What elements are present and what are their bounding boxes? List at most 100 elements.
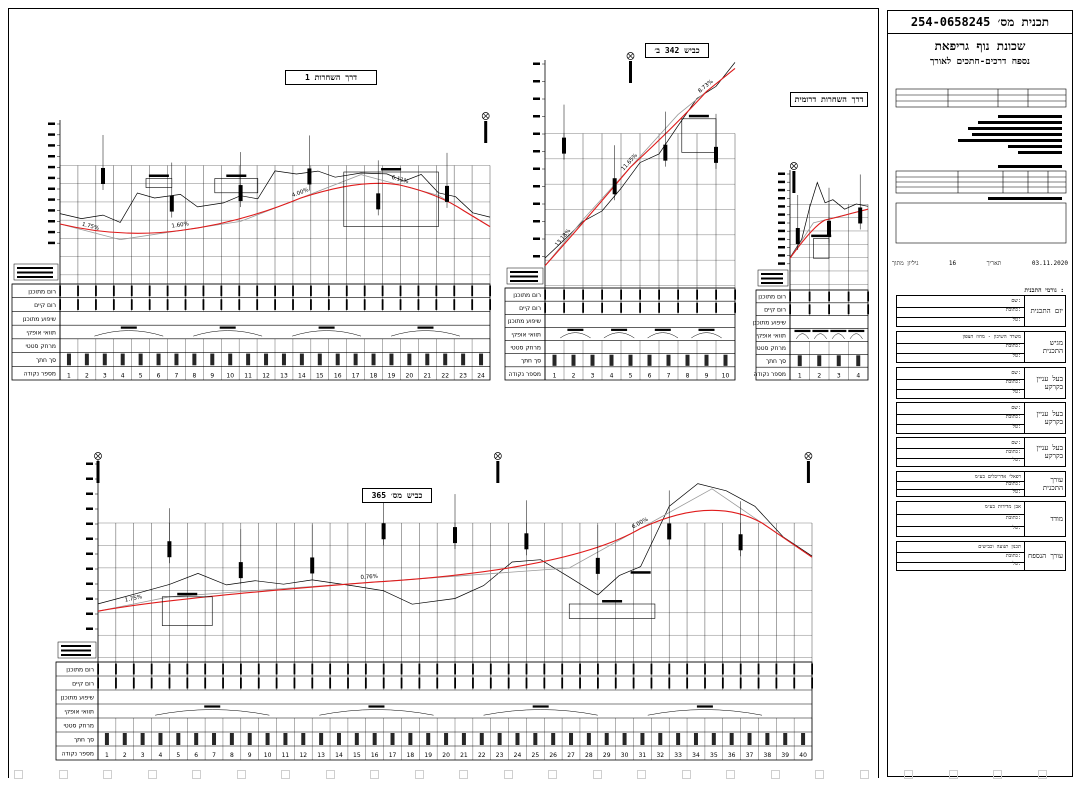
section-mark <box>265 733 270 745</box>
station-number: 2 <box>123 752 127 759</box>
axis-tick-label <box>778 229 785 233</box>
elev-design-value <box>704 663 706 675</box>
owner-block-row: כתובת: <box>1005 448 1021 455</box>
owner-block-divider <box>1024 542 1025 570</box>
station-number: 34 <box>692 752 700 759</box>
station-number: 29 <box>603 752 611 759</box>
station-number: 13 <box>280 372 288 379</box>
elev-existing-value <box>329 677 332 689</box>
elev-existing-value <box>202 299 205 310</box>
callout-text <box>376 193 381 210</box>
section-mark <box>640 733 645 745</box>
section-mark <box>389 353 394 366</box>
owner-block-label: עורך התכנית <box>1042 476 1063 492</box>
elev-design-value <box>471 285 474 297</box>
elev-design-value <box>543 663 546 675</box>
section-mark <box>479 353 484 366</box>
axis-tick-label <box>86 627 93 630</box>
elev-design-value <box>220 285 223 297</box>
station-number: 16 <box>334 372 342 379</box>
elev-design-value <box>382 663 385 675</box>
owner-block-rule <box>897 448 1025 449</box>
axis-tick-label <box>778 197 785 200</box>
existing-ground-line <box>789 181 869 258</box>
elev-design-value <box>828 291 830 302</box>
profile-1: רום מתוכנן רום קיים שיפוע מתוכנן תוואי אופק… <box>11 112 491 381</box>
date-row: גיליון מתוך 16 תאריך 03.11.2020 <box>892 260 1068 267</box>
curve-data <box>318 326 335 329</box>
axis-tick-label <box>533 150 540 153</box>
table-row-label: שיפוע מתוכנן <box>22 316 56 323</box>
owner-block-label: בעל עניין בקרקע <box>1036 444 1063 460</box>
elev-existing-value <box>579 677 581 689</box>
station-number: 17 <box>352 372 360 379</box>
owner-block-row: טל: <box>1012 525 1021 532</box>
axis-tick-label <box>48 198 55 201</box>
station-number: 1 <box>105 752 109 759</box>
owner-block-row: כתובת: <box>1005 514 1021 521</box>
station-number: 8 <box>686 372 690 379</box>
elev-existing-value <box>668 677 671 689</box>
watermark-mark <box>236 770 246 779</box>
owner-block-5: בעל עניין בקרקע שם: כתובת: טל: <box>896 437 1066 467</box>
elev-design-value <box>677 289 679 300</box>
elev-existing-value <box>686 677 689 689</box>
watermark-mark <box>770 770 780 779</box>
elev-design-value <box>274 285 276 297</box>
section-mark <box>856 355 861 367</box>
section-mark <box>140 733 145 745</box>
vertical-curve-data <box>630 571 651 574</box>
station-number: 18 <box>407 752 415 759</box>
vertical-curve-box <box>161 596 213 626</box>
vertical-curve-box <box>214 178 259 194</box>
station-number: 22 <box>478 752 486 759</box>
elev-existing-value <box>775 677 778 689</box>
owner-block-row: תכנון תנועה וכבישים <box>978 544 1021 550</box>
design-profile-line <box>544 67 736 267</box>
elev-design-value <box>95 285 97 297</box>
owner-block-row: טל: <box>1012 352 1021 359</box>
section-mark <box>390 733 395 745</box>
elev-existing-value <box>639 302 641 313</box>
elev-design-value <box>363 285 366 297</box>
owner-block-row: טל: <box>1012 423 1021 430</box>
elev-existing-value <box>220 299 223 310</box>
station-number: 6 <box>194 752 198 759</box>
elev-design-value <box>867 291 869 302</box>
elev-design-value <box>435 285 438 297</box>
station-number: 6 <box>157 372 161 379</box>
table-row-label: סך חתך <box>521 358 541 365</box>
elev-existing-value <box>582 302 584 313</box>
section-mark <box>711 733 716 745</box>
elev-existing-value <box>525 677 528 689</box>
section-mark <box>533 733 538 745</box>
owner-block-4: בעל עניין בקרקע שם: כתובת: טל: <box>896 402 1066 434</box>
curve-data <box>698 328 715 331</box>
vertical-curve-data <box>177 592 198 596</box>
curve-data <box>654 328 671 331</box>
elev-design-value <box>507 663 510 675</box>
station-number: 14 <box>298 372 306 379</box>
watermark-mark <box>58 770 68 779</box>
elev-existing-value <box>77 299 79 310</box>
owner-block-label: יזם התכנית <box>1030 307 1063 315</box>
vertical-curve-data <box>811 234 832 238</box>
curve-data <box>567 328 584 331</box>
section-mark <box>174 353 179 366</box>
elev-existing-value <box>561 677 564 689</box>
elev-design-value <box>454 663 456 675</box>
table-row-label: סך חתך <box>766 358 786 365</box>
owner-block-3: בעל עניין בקרקע שם: כתובת: טל: <box>896 367 1066 399</box>
section-mark <box>628 354 633 366</box>
elev-design-value <box>148 285 151 297</box>
station-number: 15 <box>353 752 361 759</box>
road-marker-label <box>96 461 100 483</box>
curve-data <box>611 328 628 331</box>
alignment-curve <box>193 330 263 337</box>
owner-block-row: טל: <box>1012 488 1021 495</box>
alignment-curve <box>155 709 270 716</box>
road-marker-cross <box>627 53 634 59</box>
existing-ground-line <box>59 170 491 223</box>
elev-design-value <box>696 289 698 300</box>
elev-design-value <box>715 289 717 300</box>
